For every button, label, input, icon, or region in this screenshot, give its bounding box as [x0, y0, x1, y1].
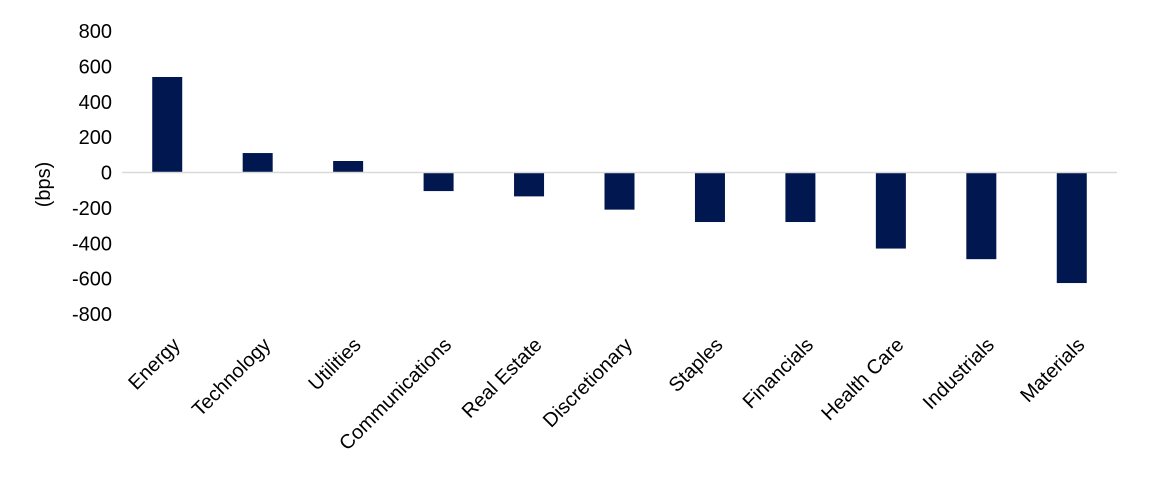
bar-financials: [785, 172, 816, 223]
y-tick-label: -200: [72, 198, 112, 220]
x-tick-label: Financials: [739, 334, 818, 413]
x-tick-label: Discretionary: [539, 334, 637, 432]
bar-energy: [152, 76, 183, 173]
y-tick-label: -800: [72, 304, 112, 326]
y-tick-label: -600: [72, 269, 112, 291]
y-tick-label: 200: [79, 127, 112, 149]
bar-staples: [694, 172, 725, 223]
bar-communications: [423, 172, 454, 192]
x-tick-label: Utilities: [305, 334, 366, 395]
bar-discretionary: [604, 172, 635, 210]
y-axis-title: (bps): [33, 162, 55, 208]
y-tick-label: 800: [79, 21, 112, 43]
bar-technology: [242, 153, 273, 173]
y-tick-label: -400: [72, 233, 112, 255]
bar-industrials: [966, 172, 997, 260]
y-tick-label: 600: [79, 56, 112, 78]
y-tick-label: 0: [101, 163, 112, 185]
bar-real-estate: [514, 172, 545, 197]
x-tick-label: Real Estate: [458, 334, 547, 423]
x-tick-label: Staples: [665, 334, 728, 397]
x-tick-label: Industrials: [919, 334, 999, 414]
y-axis-ticks: 800 600 400 200 0 -200 -400 -600 -800: [72, 21, 112, 326]
x-tick-label: Energy: [124, 334, 184, 394]
y-tick-label: 400: [79, 92, 112, 114]
x-tick-label: Materials: [1016, 334, 1089, 407]
x-tick-label: Technology: [188, 334, 275, 421]
bar-materials: [1056, 172, 1087, 284]
x-tick-label: Health Care: [817, 334, 908, 425]
bar-utilities: [333, 161, 364, 173]
bars: [152, 76, 1087, 284]
bar-health-care: [875, 172, 906, 249]
